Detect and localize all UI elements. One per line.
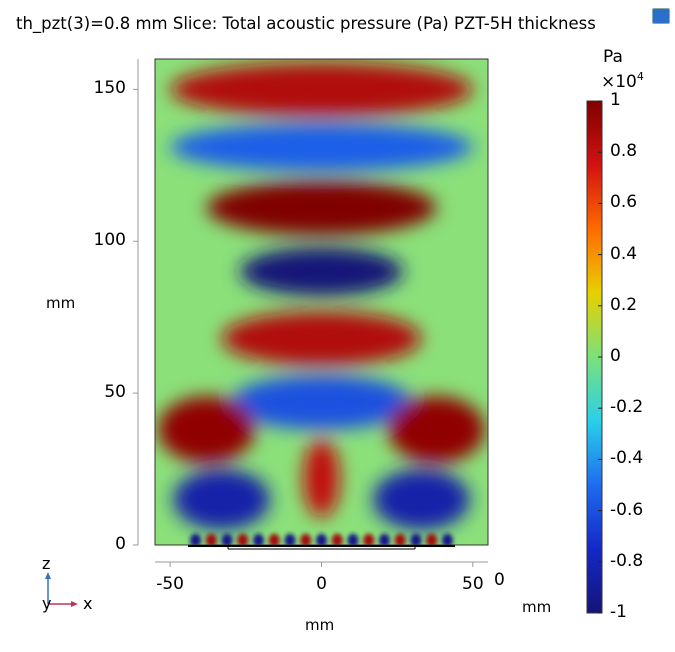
pressure-lobe: [206, 180, 437, 236]
pressure-field: [158, 62, 485, 530]
near-field-lobe: [205, 533, 217, 545]
axis-triad-icon: [45, 572, 78, 607]
near-field-lobe: [300, 533, 312, 545]
triad-x-label: x: [83, 594, 93, 613]
near-field-lobe: [190, 533, 202, 545]
near-field-lobe: [268, 533, 280, 545]
pressure-lobe: [221, 311, 422, 366]
near-field-lobe: [441, 533, 453, 545]
near-field-lobe: [410, 533, 422, 545]
colorbar-tick-label: -0.8: [610, 550, 644, 571]
colorbar-unit: Pa: [603, 47, 623, 67]
near-field-lobe: [284, 533, 296, 545]
pressure-lobe: [239, 247, 404, 296]
near-field-lobe: [363, 533, 375, 545]
secondary-axis-tick: 0: [494, 570, 505, 590]
colorbar-tick-label: 0.6: [610, 192, 638, 213]
near-field-lobe: [379, 533, 390, 545]
x-tick-marks: [169, 562, 474, 567]
colorbar-tick-label: 0: [610, 346, 621, 366]
near-field-lobe: [221, 533, 233, 545]
pressure-lobe: [170, 62, 473, 117]
y-tick-label: 100: [93, 230, 126, 251]
colorbar-tick-label: -0.4: [610, 448, 644, 469]
pressure-lobe: [173, 469, 271, 530]
pressure-lobe: [388, 396, 485, 463]
x-axis-label: mm: [305, 616, 335, 634]
y-axis-label: mm: [46, 294, 76, 312]
near-field-lobe: [394, 533, 406, 545]
pressure-lobe: [170, 122, 473, 172]
colorbar-tick-marks: [598, 100, 602, 614]
y-tick-label: 0: [115, 534, 126, 554]
colorbar-tick-label: -0.6: [610, 499, 644, 520]
x-tick-label: -50: [156, 574, 185, 594]
near-field-lobe: [347, 533, 359, 545]
near-field-lobe: [253, 533, 264, 545]
near-field-lobe: [316, 533, 327, 545]
plot-title: th_pzt(3)=0.8 mm Slice: Total acoustic p…: [16, 14, 596, 33]
y-tick-label: 50: [104, 382, 126, 403]
pressure-lobe: [230, 374, 413, 430]
y-tick-label: 150: [93, 78, 126, 99]
pressure-lobe: [303, 438, 340, 518]
colorbar-tick-label: 0.4: [610, 243, 638, 264]
triad-z-label: z: [42, 554, 51, 573]
window-restore-icon[interactable]: [652, 8, 670, 24]
x-tick-label: 50: [462, 574, 484, 594]
near-field-lobe: [331, 533, 343, 545]
triad-y-label: y: [42, 594, 52, 613]
near-field: [190, 533, 453, 545]
pressure-lobe: [158, 396, 255, 463]
pressure-lobe: [372, 469, 470, 530]
colorbar-multiplier: ×104: [601, 70, 644, 92]
colorbar-tick-label: 1: [610, 90, 621, 110]
colorbar-tick-label: -1: [610, 602, 627, 622]
near-field-lobe: [237, 533, 249, 545]
colorbar-tick-label: -0.2: [610, 397, 644, 418]
colorbar-tick-label: 0.8: [610, 141, 638, 162]
y-tick-marks: [133, 88, 138, 546]
colorbar-tick-label: 0.2: [610, 294, 638, 315]
near-field-lobe: [426, 533, 438, 545]
x-tick-label: 0: [316, 574, 327, 594]
secondary-axis-label: mm: [522, 598, 552, 616]
